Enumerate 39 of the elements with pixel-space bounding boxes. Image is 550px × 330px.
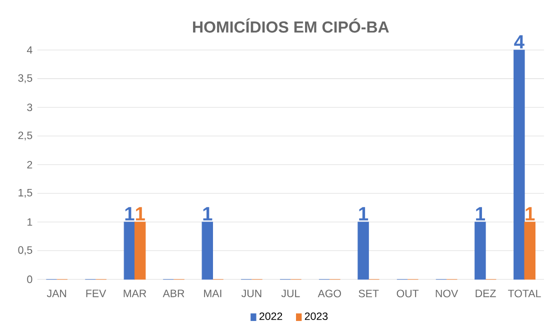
x-tick-label: FEV bbox=[86, 290, 106, 298]
legend-label: 2023 bbox=[304, 312, 328, 320]
x-tick-label: JAN bbox=[46, 290, 66, 298]
x-tick-label: OUT bbox=[396, 290, 419, 298]
y-tick-label: 3 bbox=[27, 104, 32, 112]
x-tick-label: JUN bbox=[241, 290, 262, 298]
data-label: 1 bbox=[359, 207, 368, 220]
y-tick-label: 3,5 bbox=[18, 74, 32, 84]
y-tick-label: 4 bbox=[26, 46, 32, 54]
x-tick-label: NOV bbox=[436, 290, 458, 298]
data-label: 4 bbox=[514, 35, 524, 48]
y-tick-label: 0 bbox=[27, 276, 32, 284]
x-tick-label: MAI bbox=[204, 290, 222, 298]
x-tick-label: ABR bbox=[162, 290, 184, 298]
bar bbox=[524, 222, 536, 280]
bar bbox=[202, 222, 213, 280]
bar bbox=[358, 222, 369, 280]
y-tick-label: 2,5 bbox=[18, 132, 32, 140]
x-tick-label: DEZ bbox=[476, 290, 496, 298]
x-tick-label: AGO bbox=[318, 290, 341, 298]
bar bbox=[134, 222, 146, 280]
y-tick-label: 1,5 bbox=[18, 188, 32, 198]
legend-label: 2022 bbox=[259, 312, 282, 320]
data-label: 1 bbox=[476, 207, 486, 220]
x-tick-label: JUL bbox=[281, 290, 300, 298]
x-tick-label: SET bbox=[358, 290, 379, 298]
bar bbox=[514, 50, 525, 280]
data-label: 1 bbox=[203, 207, 212, 220]
data-label: 1 bbox=[125, 207, 134, 220]
y-tick-label: 1 bbox=[28, 218, 32, 226]
bar bbox=[474, 222, 486, 280]
y-tick-label: 2 bbox=[27, 160, 32, 168]
x-tick-label: TOTAL bbox=[508, 290, 541, 298]
x-tick-label: MAR bbox=[124, 290, 146, 298]
data-label: 1 bbox=[526, 207, 535, 220]
data-label: 1 bbox=[136, 207, 145, 220]
bar bbox=[124, 222, 136, 280]
chart-title: HOMICÍDIOS EM CIPÓ-BA bbox=[193, 18, 389, 33]
y-tick-label: 0,5 bbox=[18, 246, 32, 256]
